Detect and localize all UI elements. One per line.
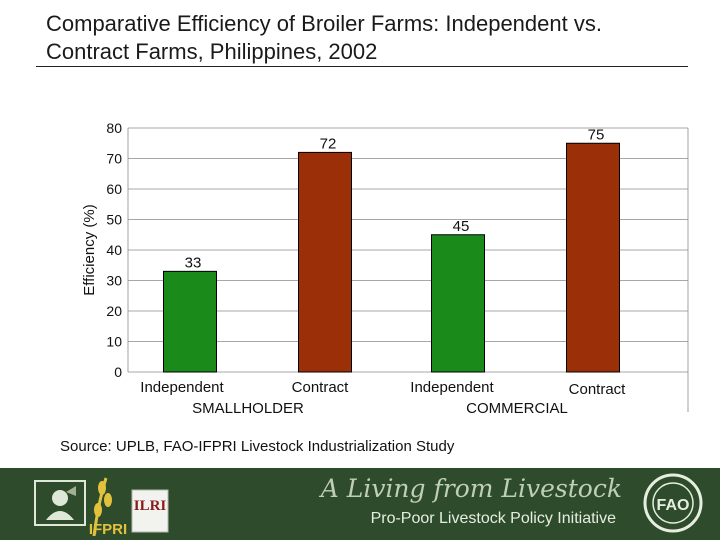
y-tick-label: 10 — [106, 334, 122, 350]
category-label-2: Contract — [292, 379, 350, 396]
ilri-ifpri-logo-icon: ILRI IFPRI — [88, 474, 198, 538]
y-tick-label: 60 — [106, 181, 122, 197]
lab-logo-icon — [34, 480, 86, 526]
y-tick-label: 0 — [114, 364, 122, 380]
data-label-4: 75 — [588, 126, 605, 143]
y-tick-label: 80 — [106, 120, 122, 136]
bar-1 — [163, 270, 217, 373]
y-tick-label: 30 — [106, 273, 122, 289]
ilri-logo-text: ILRI — [134, 498, 167, 514]
category-label-3: Independent — [410, 379, 494, 396]
data-label-2: 72 — [320, 135, 337, 152]
bar-2 — [298, 151, 352, 373]
category-label-4: Contract — [569, 381, 627, 398]
bar-3 — [431, 234, 485, 373]
group-label-2: COMMERCIAL — [466, 400, 568, 417]
tagline: A Living from Livestock — [320, 474, 622, 503]
bar-4 — [566, 142, 620, 373]
data-label-1: 33 — [185, 254, 202, 271]
fao-logo-icon: FAO — [640, 472, 706, 534]
category-label-1: Independent — [140, 379, 224, 396]
category-labels: Independent Contract Independent Contract SM… — [140, 379, 626, 417]
y-tick-label: 70 — [106, 151, 122, 167]
source-note: Source: UPLB, FAO-IFPRI Livestock Indust… — [60, 438, 455, 455]
bar-chart: 0 10 20 30 40 50 60 70 80 33 72 45 75 Independent Co… — [81, 120, 689, 417]
page-title: Comparative Efficiency of Broiler Farms:… — [46, 11, 602, 64]
title-underline — [36, 66, 688, 67]
y-tick-label: 50 — [106, 212, 122, 228]
initiative-name: Pro-Poor Livestock Policy Initiative — [370, 510, 616, 527]
y-tick-labels: 0 10 20 30 40 50 60 70 80 — [106, 120, 122, 380]
y-axis-label: Efficiency (%) — [81, 204, 98, 295]
footer-banner: ILRI IFPRI A Living from Livestock Pro-P… — [0, 468, 720, 540]
bars — [163, 142, 620, 373]
group-label-1: SMALLHOLDER — [192, 400, 304, 417]
data-labels: 33 72 45 75 — [185, 126, 605, 271]
y-tick-label: 40 — [106, 242, 122, 258]
data-label-3: 45 — [453, 218, 470, 235]
fao-logo-text: FAO — [657, 497, 690, 514]
y-tick-label: 20 — [106, 303, 122, 319]
ifpri-logo-text: IFPRI — [89, 521, 127, 536]
